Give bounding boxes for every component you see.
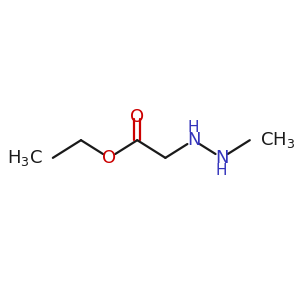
Text: O: O (130, 108, 144, 126)
Text: H: H (188, 120, 199, 135)
Text: H$_3$C: H$_3$C (7, 148, 42, 168)
Text: N: N (215, 149, 228, 167)
Text: O: O (102, 149, 116, 167)
Text: H: H (216, 163, 227, 178)
Text: N: N (187, 131, 200, 149)
Text: CH$_3$: CH$_3$ (260, 130, 296, 150)
